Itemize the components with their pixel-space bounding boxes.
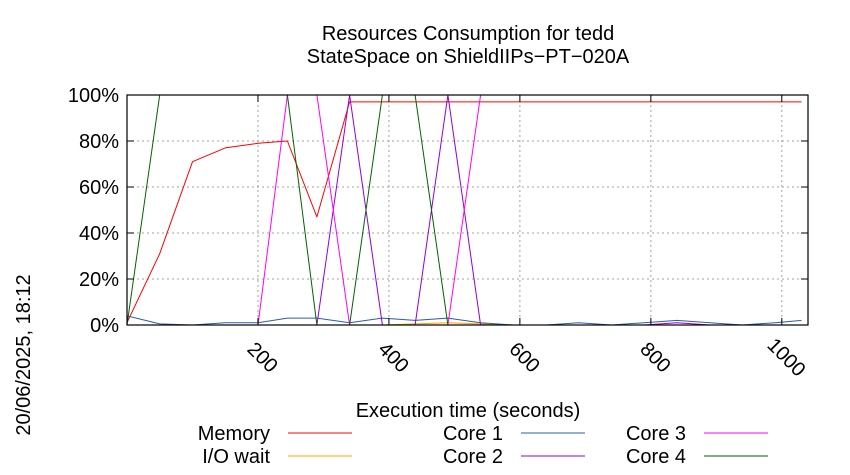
plot-lines [126,94,802,326]
legend-label-core-4: Core 4 [626,446,686,468]
timestamp-label: 20/06/2025, 18:12 [13,274,35,435]
legend-label-core-1: Core 1 [443,423,503,445]
y-tick-label: 80% [79,131,119,153]
y-tick-label: 0% [90,315,119,337]
legend-label-core-3: Core 3 [626,423,686,445]
series-line-core-3 [127,94,802,326]
x-tick-label: 800 [636,338,675,377]
y-tick-label: 100% [68,85,119,107]
x-tick-label: 200 [243,338,282,377]
legend-label-core-2: Core 2 [443,446,503,468]
x-tick-label: 600 [505,338,544,377]
x-axis-label: Execution time (seconds) [356,400,581,422]
y-axis: 0% 20% 40% 60% 80% 100% [68,85,808,337]
series-line-core-1 [126,315,802,326]
chart-title-line-2: StateSpace on ShieldIIPs−PT−020A [307,46,630,68]
plot-frame [126,94,809,326]
grid-lines [127,95,808,325]
x-axis: 200 400 600 800 1000 [243,95,810,381]
y-tick-label: 40% [79,223,119,245]
x-tick-label: 400 [374,338,413,377]
legend-label-memory: Memory [198,423,270,445]
y-tick-label: 20% [79,269,119,291]
chart-title-line-1: Resources Consumption for tedd [322,23,614,45]
series-line-memory [126,101,802,323]
legend-label-i-o-wait: I/O wait [202,446,270,468]
x-tick-label: 1000 [763,334,810,381]
y-tick-label: 60% [79,177,119,199]
